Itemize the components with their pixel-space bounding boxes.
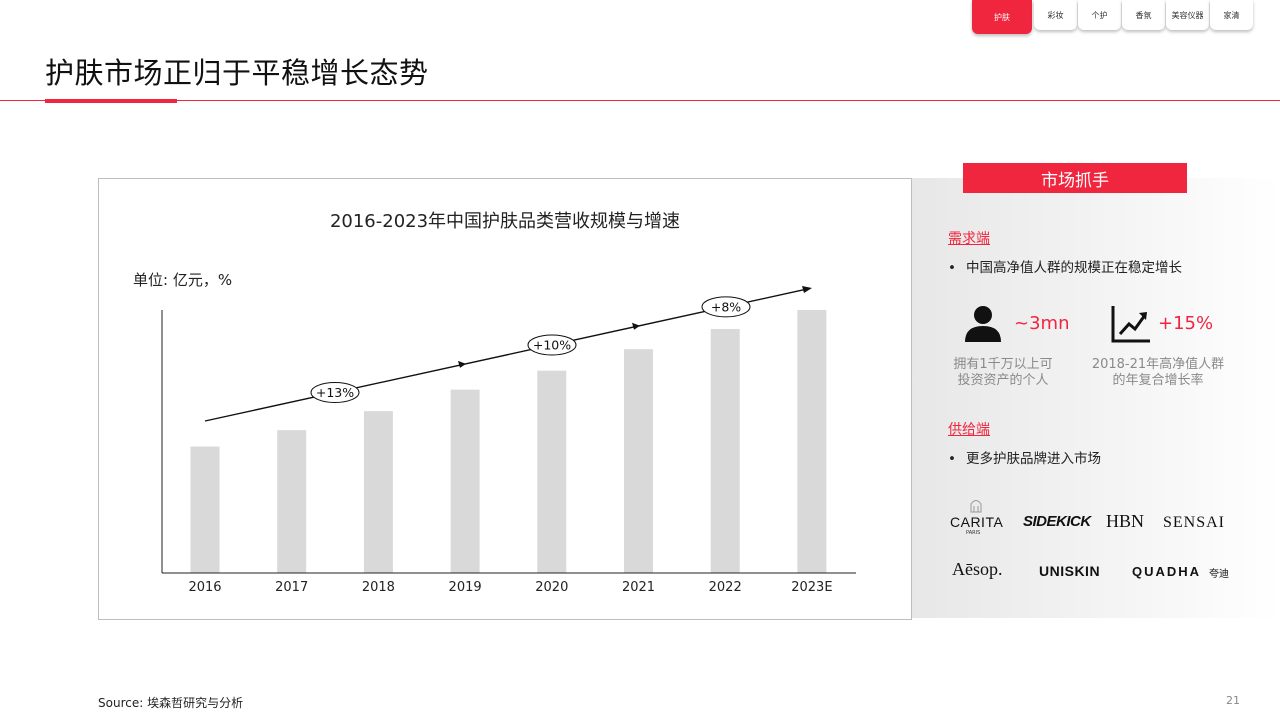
x-tick-2018: 2018 bbox=[362, 580, 395, 595]
panel-header: 市场抓手 bbox=[963, 163, 1187, 193]
title-accent-bar bbox=[45, 99, 177, 103]
tab-fragrance[interactable]: 香氛 bbox=[1122, 0, 1165, 30]
brand-carita-sub: PARIS bbox=[966, 530, 981, 536]
supply-bullet-text: 更多护肤品牌进入市场 bbox=[965, 451, 1101, 467]
category-tabs: 护肤 彩妆 个护 香氛 美容仪器 家清 bbox=[972, 0, 1254, 34]
chart-panel: 2016-2023年中国护肤品类营收规模与增速 单位: 亿元，% 2016 201… bbox=[98, 178, 912, 620]
hnw-count-desc: 拥有1千万以上可 投资资产的个人 bbox=[944, 357, 1062, 389]
tab-skincare[interactable]: 护肤 bbox=[972, 0, 1032, 34]
source-note: Source: 埃森哲研究与分析 bbox=[98, 696, 244, 710]
chart-title: 2016-2023年中国护肤品类营收规模与增速 bbox=[329, 211, 681, 232]
hnw-count-value: ~3mn bbox=[1014, 313, 1070, 334]
trend-arrowhead bbox=[802, 286, 812, 293]
x-tick-2016: 2016 bbox=[188, 580, 221, 595]
bar-2020 bbox=[537, 370, 567, 573]
bar-2016 bbox=[190, 446, 220, 573]
growth-badge-3 bbox=[701, 296, 751, 318]
bar-2018 bbox=[363, 411, 393, 573]
x-tick-2019: 2019 bbox=[449, 580, 482, 595]
brand-hbn-logo: HBN bbox=[1106, 511, 1145, 531]
demand-bullet-text: 中国高净值人群的规模正在稳定增长 bbox=[965, 260, 1182, 276]
brand-quadha-logo: QUADHA bbox=[1132, 564, 1202, 579]
growth-badge-1 bbox=[310, 382, 360, 404]
growth-label-3: +8% bbox=[711, 299, 741, 314]
hnw-count-desc-line1: 拥有1千万以上可 bbox=[953, 357, 1053, 372]
x-tick-2023E: 2023E bbox=[791, 580, 832, 595]
demand-bullet: • 中国高净值人群的规模正在稳定增长 bbox=[948, 260, 1182, 276]
hnw-cagr-value: +15% bbox=[1158, 313, 1214, 334]
hnw-cagr-desc-line2: 的年复合增长率 bbox=[1112, 373, 1204, 388]
brand-aesop-logo: Aēsop. bbox=[952, 559, 1003, 579]
supply-heading: 供给端 bbox=[948, 422, 990, 438]
market-drivers-panel bbox=[912, 178, 1280, 618]
bar-2023E bbox=[797, 310, 827, 573]
page-number: 21 bbox=[1226, 694, 1240, 707]
brand-quadha-cn: 夸迪 bbox=[1209, 569, 1229, 580]
tab-beauty-devices[interactable]: 美容仪器 bbox=[1166, 0, 1209, 30]
growth-badge-2 bbox=[527, 334, 577, 356]
carita-crest-icon bbox=[970, 500, 982, 513]
hnw-cagr-desc: 2018-21年高净值人群 的年复合增长率 bbox=[1088, 357, 1228, 389]
x-tick-2022: 2022 bbox=[709, 580, 742, 595]
bar-2022 bbox=[710, 328, 740, 573]
hnw-count-desc-line2: 投资资产的个人 bbox=[957, 373, 1049, 388]
x-tick-2017: 2017 bbox=[275, 580, 308, 595]
tab-makeup[interactable]: 彩妆 bbox=[1034, 0, 1077, 30]
brand-carita-logo: CARITA bbox=[950, 514, 1004, 530]
brand-sensai-logo: SENSAI bbox=[1163, 514, 1226, 531]
bar-2017 bbox=[277, 430, 307, 573]
x-tick-2021: 2021 bbox=[622, 580, 655, 595]
tab-home-cleaning[interactable]: 家清 bbox=[1210, 0, 1253, 30]
trend-mid-arrow-2 bbox=[632, 322, 640, 330]
growth-label-2: +10% bbox=[533, 337, 571, 352]
growth-label-1: +13% bbox=[316, 385, 354, 400]
demand-heading: 需求端 bbox=[948, 231, 990, 247]
supply-bullet: • 更多护肤品牌进入市场 bbox=[948, 451, 1101, 467]
growth-chart-icon bbox=[1111, 306, 1150, 343]
page-title: 护肤市场正归于平稳增长态势 bbox=[45, 56, 429, 90]
brand-sidekick-logo: SIDEKICK bbox=[1023, 513, 1091, 530]
bar-2021 bbox=[624, 349, 653, 573]
trend-mid-arrow-1 bbox=[458, 360, 466, 368]
hnw-cagr-desc-line1: 2018-21年高净值人群 bbox=[1091, 357, 1225, 372]
bar-2019 bbox=[450, 389, 480, 573]
brand-uniskin-logo: UNISKIN bbox=[1039, 563, 1101, 579]
person-icon bbox=[965, 306, 1001, 342]
chart-unit-label: 单位: 亿元，% bbox=[133, 271, 233, 289]
x-tick-2020: 2020 bbox=[535, 580, 568, 595]
title-divider bbox=[0, 100, 1280, 101]
tab-personal-care[interactable]: 个护 bbox=[1078, 0, 1121, 30]
bar-chart: 2016 2017 2018 2019 2020 2021 2022 2023E +13% +10… bbox=[161, 286, 856, 595]
